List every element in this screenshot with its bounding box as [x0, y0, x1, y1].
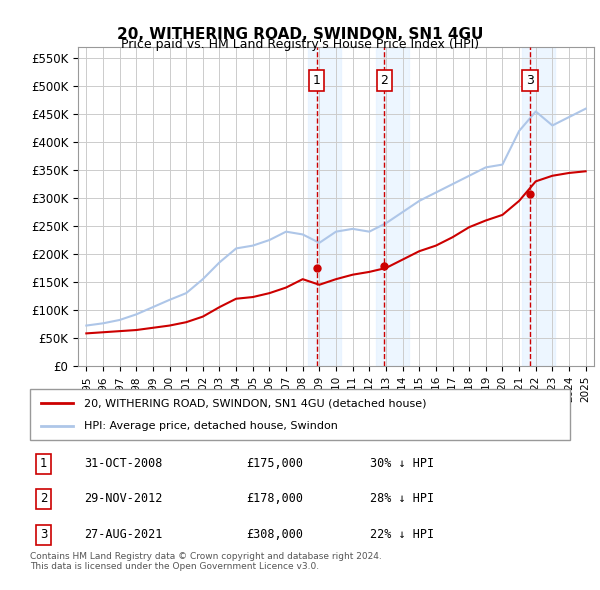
- Bar: [308, 47, 341, 366]
- Text: 29-NOV-2012: 29-NOV-2012: [84, 492, 163, 505]
- Text: 3: 3: [40, 529, 47, 542]
- Text: £178,000: £178,000: [246, 492, 303, 505]
- Text: 1: 1: [40, 457, 47, 470]
- Text: 28% ↓ HPI: 28% ↓ HPI: [370, 492, 434, 505]
- Text: 22% ↓ HPI: 22% ↓ HPI: [370, 529, 434, 542]
- Text: 2: 2: [40, 492, 47, 505]
- FancyBboxPatch shape: [30, 389, 570, 440]
- Text: 27-AUG-2021: 27-AUG-2021: [84, 529, 163, 542]
- Bar: [376, 47, 409, 366]
- Text: Price paid vs. HM Land Registry's House Price Index (HPI): Price paid vs. HM Land Registry's House …: [121, 38, 479, 51]
- Text: 31-OCT-2008: 31-OCT-2008: [84, 457, 163, 470]
- Text: £175,000: £175,000: [246, 457, 303, 470]
- Text: Contains HM Land Registry data © Crown copyright and database right 2024.
This d: Contains HM Land Registry data © Crown c…: [30, 552, 382, 571]
- Bar: [521, 47, 555, 366]
- Text: HPI: Average price, detached house, Swindon: HPI: Average price, detached house, Swin…: [84, 421, 338, 431]
- Text: 3: 3: [526, 74, 534, 87]
- Text: 20, WITHERING ROAD, SWINDON, SN1 4GU: 20, WITHERING ROAD, SWINDON, SN1 4GU: [117, 27, 483, 41]
- Text: 20, WITHERING ROAD, SWINDON, SN1 4GU (detached house): 20, WITHERING ROAD, SWINDON, SN1 4GU (de…: [84, 398, 427, 408]
- Text: 30% ↓ HPI: 30% ↓ HPI: [370, 457, 434, 470]
- Text: £308,000: £308,000: [246, 529, 303, 542]
- Text: 1: 1: [313, 74, 320, 87]
- Text: 2: 2: [380, 74, 388, 87]
